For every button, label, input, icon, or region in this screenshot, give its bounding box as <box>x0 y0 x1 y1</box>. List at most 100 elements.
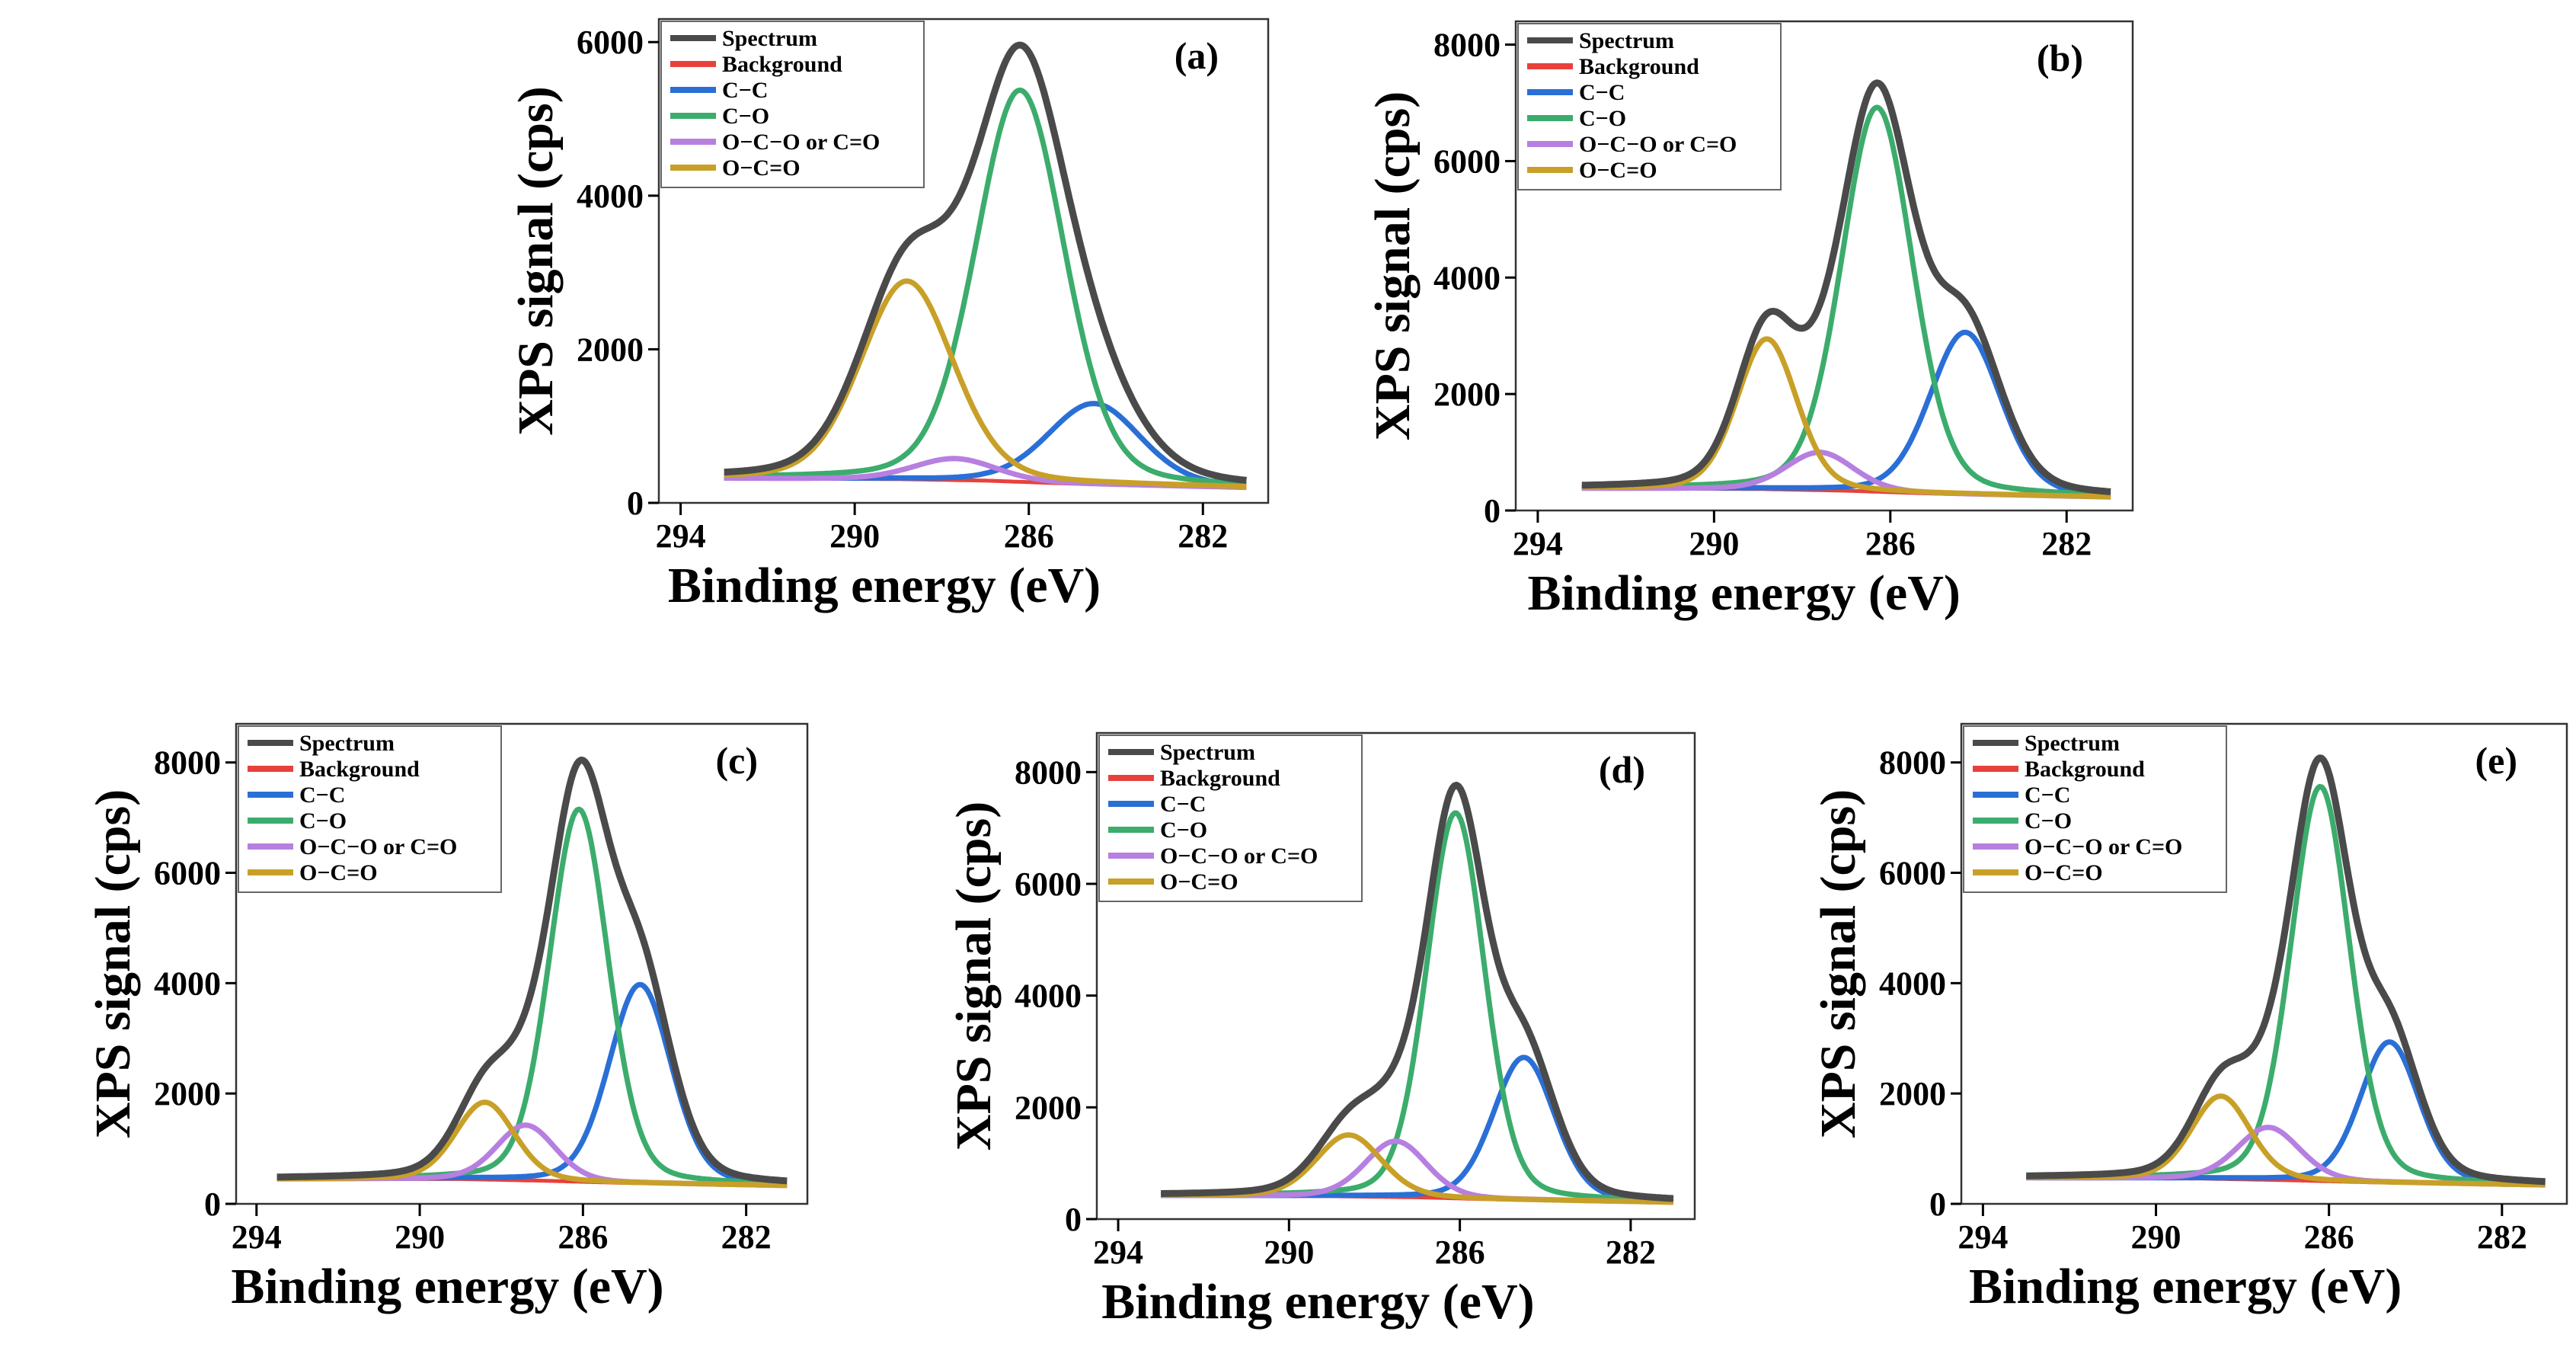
legend-label-c-c: C−C <box>722 78 768 103</box>
legend-label-o-c-o-or-c-o: O−C−O or C=O <box>1160 843 1318 869</box>
y-tick-label: 8000 <box>1879 744 1946 782</box>
legend-box <box>1963 725 2227 893</box>
series-o-c-o <box>1581 336 2111 500</box>
y-axis-label: XPS signal (cps) <box>1811 789 1866 1138</box>
legend-box <box>660 21 925 188</box>
x-tick-label: 290 <box>1689 525 1739 562</box>
y-tick-label: 0 <box>627 485 644 522</box>
legend-label-c-o: C−O <box>1160 818 1207 843</box>
y-tick-label: 2000 <box>577 331 644 368</box>
legend-label-o-c-o-or-c-o: O−C−O or C=O <box>1579 132 1737 157</box>
series-spectrum <box>275 757 789 1185</box>
x-axis-label: Binding energy (eV) <box>1969 1259 2402 1314</box>
x-tick-label: 294 <box>1513 525 1563 562</box>
panel-e: 294 290 286 282 0 2000 4000 6000 8000 Binding ene… <box>1811 722 2568 1314</box>
y-tick-label: 6000 <box>1879 855 1946 892</box>
y-tick-label: 8000 <box>154 744 221 782</box>
y-tick-label: 0 <box>1929 1186 1946 1223</box>
legend-label-background: Background <box>299 757 420 782</box>
legend-label-o-c-o-or-c-o: O−C−O or C=O <box>722 130 880 155</box>
y-tick-label: 4000 <box>154 965 221 1002</box>
legend-label-background: Background <box>2025 757 2145 782</box>
x-tick-label: 290 <box>829 517 880 555</box>
panel-label: (a) <box>1175 34 1219 77</box>
x-axis-label: Binding energy (eV) <box>1528 565 1961 621</box>
y-axis-label: XPS signal (cps) <box>508 86 564 435</box>
x-tick-label: 286 <box>1435 1234 1485 1271</box>
legend-label-spectrum: Spectrum <box>722 26 817 51</box>
legend-label-c-o: C−O <box>2025 808 2072 834</box>
y-tick-label: 4000 <box>1433 259 1501 296</box>
plot-frame <box>657 18 1270 504</box>
legend-label-o-c-o-or-c-o: O−C−O or C=O <box>299 834 457 859</box>
legend-label-spectrum: Spectrum <box>1579 28 1674 53</box>
y-tick-label: 6000 <box>154 855 221 892</box>
x-tick-label: 294 <box>1958 1218 2008 1256</box>
legend-box <box>238 725 502 893</box>
y-tick-label: 6000 <box>1433 142 1501 180</box>
y-tick-label: 4000 <box>1879 965 1946 1002</box>
y-tick-label: 8000 <box>1433 27 1501 64</box>
x-tick-label: 294 <box>656 517 706 555</box>
y-tick-label: 2000 <box>1433 376 1501 413</box>
y-tick-label: 0 <box>1484 492 1501 530</box>
y-tick-label: 0 <box>1065 1201 1082 1238</box>
legend-label-c-c: C−C <box>299 783 345 808</box>
plot-frame <box>1960 722 2568 1205</box>
panel-c: 294 290 286 282 0 2000 4000 6000 8000 Binding ene… <box>85 722 809 1314</box>
legend-label-c-c: C−C <box>2025 783 2070 808</box>
y-tick-label: 8000 <box>1015 754 1082 791</box>
panel-a: 294 290 286 282 0 2000 4000 6000 Binding energy … <box>508 18 1270 613</box>
legend-label-c-o: C−O <box>1579 106 1626 131</box>
x-tick-label: 286 <box>1004 517 1054 555</box>
plot-frame <box>235 722 809 1205</box>
panel-label: (b) <box>2037 37 2083 79</box>
series-c-o <box>723 87 1248 487</box>
series-spectrum <box>1580 79 2112 495</box>
x-tick-label: 290 <box>1264 1234 1314 1271</box>
y-tick-label: 2000 <box>1879 1075 1946 1112</box>
panel-d: 294 290 286 282 0 2000 4000 6000 8000 Binding ene… <box>946 731 1696 1330</box>
legend-box <box>1517 23 1782 190</box>
series-spectrum <box>2025 754 2547 1186</box>
x-tick-label: 286 <box>1865 525 1916 562</box>
series-c-c <box>1581 329 2111 498</box>
legend-box <box>1098 735 1363 902</box>
panel-label: (e) <box>2475 739 2518 782</box>
legend-label-c-o: C−O <box>722 104 769 129</box>
legend-label-o-c-o: O−C=O <box>1160 869 1238 895</box>
plot-frame <box>1514 20 2134 512</box>
x-tick-label: 282 <box>721 1218 772 1256</box>
x-tick-label: 282 <box>2041 525 2092 562</box>
x-tick-label: 282 <box>2477 1218 2527 1256</box>
series-c-c <box>2025 1039 2546 1187</box>
legend-label-background: Background <box>1579 54 1699 79</box>
x-tick-label: 294 <box>232 1218 282 1256</box>
y-tick-label: 2000 <box>154 1075 221 1112</box>
x-axis-label: Binding energy (eV) <box>1101 1274 1534 1330</box>
y-tick-label: 6000 <box>1015 866 1082 903</box>
x-tick-label: 294 <box>1093 1234 1143 1271</box>
x-tick-label: 282 <box>1606 1234 1656 1271</box>
plot-frame <box>1095 731 1696 1221</box>
y-axis-label: XPS signal (cps) <box>1365 91 1421 440</box>
y-tick-label: 6000 <box>577 24 644 61</box>
y-tick-label: 0 <box>204 1186 221 1223</box>
series-spectrum <box>722 41 1248 484</box>
legend-label-o-c-o: O−C=O <box>1579 158 1657 183</box>
series-spectrum <box>1159 782 1675 1202</box>
y-tick-label: 2000 <box>1015 1089 1082 1126</box>
y-axis-label: XPS signal (cps) <box>946 802 1002 1151</box>
legend-label-c-o: C−O <box>299 808 347 834</box>
legend-label-spectrum: Spectrum <box>2025 731 2120 756</box>
legend-label-background: Background <box>1160 766 1280 791</box>
x-tick-label: 282 <box>1178 517 1228 555</box>
x-tick-label: 290 <box>395 1218 445 1256</box>
x-tick-label: 286 <box>2304 1218 2354 1256</box>
legend-label-c-c: C−C <box>1579 80 1625 105</box>
series-o-c-o <box>723 278 1248 489</box>
